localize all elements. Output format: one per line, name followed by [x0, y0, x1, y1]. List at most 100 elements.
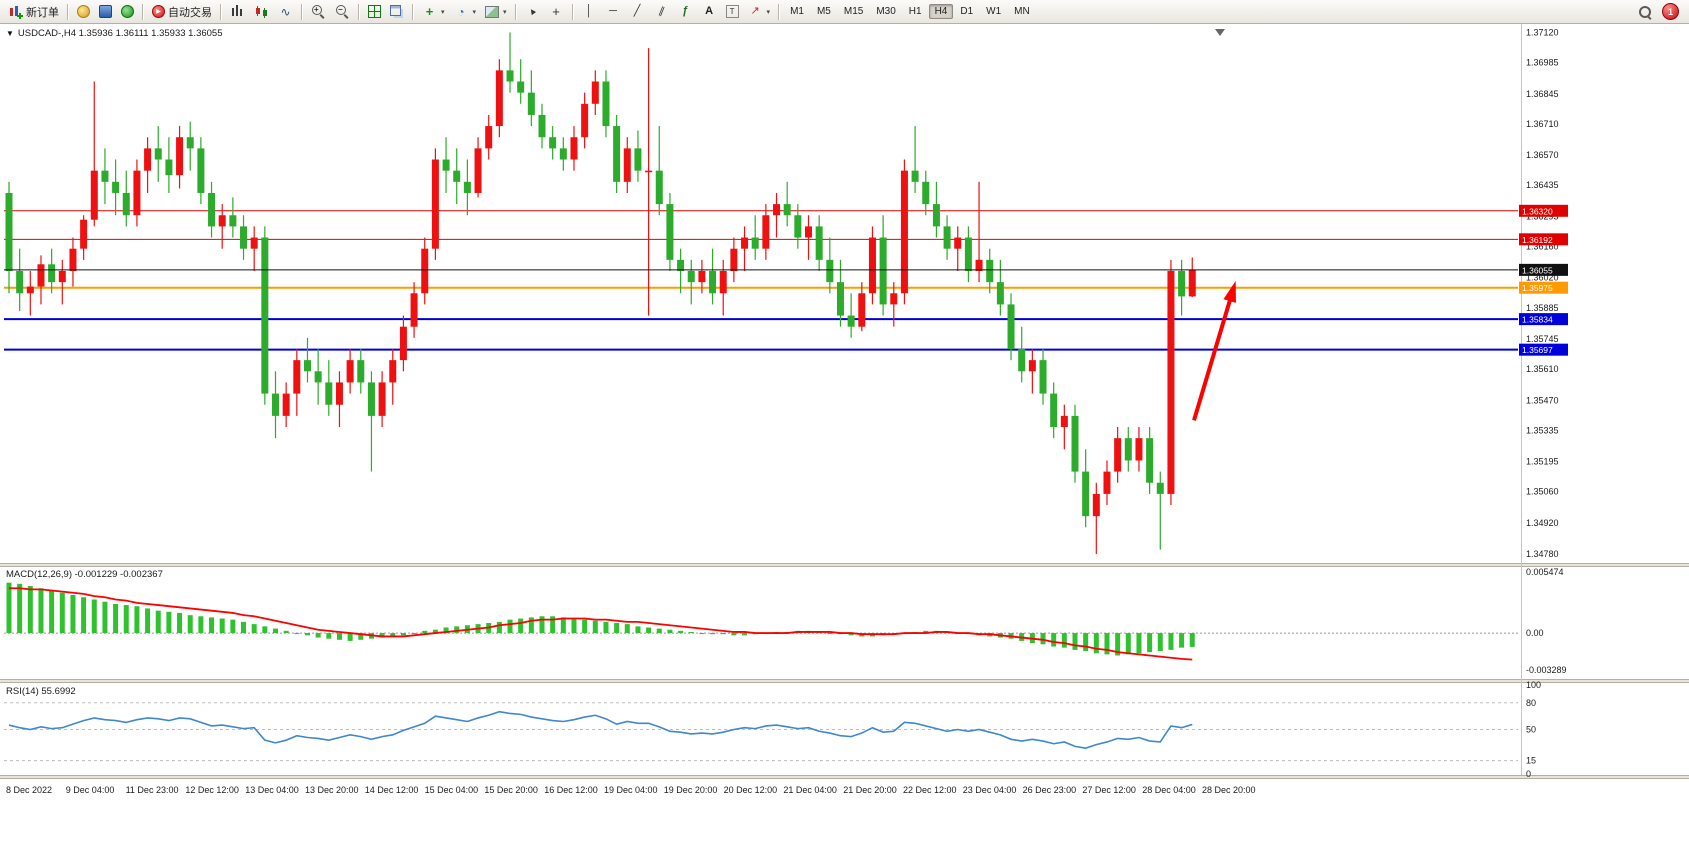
cascade-windows-button[interactable] — [386, 1, 408, 23]
timeframe-m15-button[interactable]: M15 — [843, 6, 864, 17]
chart-candles-icon — [254, 4, 269, 19]
svg-text:1.35610: 1.35610 — [1526, 364, 1559, 374]
panel-separator[interactable] — [0, 679, 1689, 683]
chart-shift-marker[interactable] — [1215, 29, 1225, 36]
toolbar-right: 1 — [1634, 1, 1685, 23]
market-watch-button[interactable] — [73, 1, 94, 23]
horizontal-line-button[interactable]: ─ — [602, 1, 625, 23]
svg-text:21 Dec 04:00: 21 Dec 04:00 — [783, 785, 837, 795]
panel-separator[interactable] — [0, 563, 1689, 567]
svg-text:1.36570: 1.36570 — [1526, 150, 1559, 160]
timeframe-mn-button[interactable]: MN — [1014, 6, 1030, 17]
toolbar-separator — [571, 3, 574, 20]
timeframe-w1-button[interactable]: W1 — [986, 6, 1002, 17]
pivot-line-orange-price-tag[interactable]: 1.35975 — [1519, 281, 1568, 294]
add-indicator-dropdown-arrow[interactable]: ▾ — [441, 8, 445, 16]
timeframe-m30-button[interactable]: M30 — [876, 6, 896, 17]
autotrade-icon: ▶ — [152, 5, 165, 18]
support-line-lower-price-tag[interactable]: 1.35697 — [1519, 343, 1568, 356]
svg-text:1.36055: 1.36055 — [1522, 265, 1553, 275]
timeframe-d1-button[interactable]: D1 — [960, 6, 974, 17]
text-button[interactable]: A — [698, 1, 721, 23]
svg-text:12 Dec 12:00: 12 Dec 12:00 — [185, 785, 239, 795]
tile-windows-button[interactable] — [364, 1, 385, 23]
svg-text:1.35697: 1.35697 — [1522, 345, 1553, 355]
period-selector-dropdown-arrow[interactable]: ▾ — [472, 8, 477, 16]
svg-text:1.35195: 1.35195 — [1526, 457, 1559, 467]
svg-text:100: 100 — [1526, 680, 1541, 690]
text-label-button[interactable]: T — [722, 1, 743, 23]
add-indicator-button[interactable]: + ▾ — [418, 1, 449, 23]
autotrade-button[interactable]: ▶ 自动交易 — [148, 1, 216, 23]
svg-text:80: 80 — [1526, 698, 1536, 708]
notification-badge[interactable]: 1 — [1662, 3, 1679, 20]
zoom-out-icon: − — [335, 4, 350, 19]
template-selector-dropdown-arrow[interactable]: ▾ — [503, 8, 507, 16]
svg-text:23 Dec 04:00: 23 Dec 04:00 — [963, 785, 1017, 795]
chart-canvas[interactable]: 1.37120 1.36985 1.36845 1.36710 1.36570 1.364… — [0, 24, 1689, 862]
chart-background — [0, 24, 1689, 862]
svg-text:13 Dec 20:00: 13 Dec 20:00 — [305, 785, 359, 795]
rsi-axis[interactable]: 100 80 50 15 0 — [1526, 680, 1541, 779]
vertical-line-icon: │ — [585, 5, 593, 17]
crosshair-button[interactable]: + — [545, 1, 568, 23]
time-axis[interactable]: 8 Dec 2022 9 Dec 04:00 11 Dec 23:00 12 Dec … — [6, 785, 1256, 795]
new-order-label: 新订单 — [26, 6, 59, 19]
svg-text:21 Dec 20:00: 21 Dec 20:00 — [843, 785, 897, 795]
svg-text:1.36192: 1.36192 — [1522, 235, 1553, 245]
price-axis[interactable]: 1.37120 1.36985 1.36845 1.36710 1.36570 1.364… — [1526, 27, 1559, 559]
svg-text:1.35885: 1.35885 — [1526, 303, 1559, 313]
toolbar-separator — [514, 3, 517, 20]
svg-text:1.36845: 1.36845 — [1526, 89, 1559, 99]
template-selector-button[interactable]: ▾ — [481, 1, 511, 23]
svg-text:1.36160: 1.36160 — [1526, 241, 1559, 251]
macd-axis[interactable]: 0.005474 0.00 -0.003289 — [1526, 567, 1567, 675]
zoom-out-button[interactable]: − — [331, 1, 354, 23]
svg-text:28 Dec 20:00: 28 Dec 20:00 — [1202, 785, 1256, 795]
current-price-tag[interactable]: 1.36055 — [1519, 263, 1568, 276]
chart-line-button[interactable]: ∿ — [274, 1, 297, 23]
svg-text:0.00: 0.00 — [1526, 628, 1544, 638]
timeframe-h1-button[interactable]: H1 — [908, 6, 922, 17]
toolbar-separator — [778, 3, 781, 20]
toolbar-separator — [358, 3, 360, 20]
fibonacci-button[interactable]: ƒ — [674, 1, 697, 23]
channel-icon: ∥ — [656, 5, 666, 18]
add-indicator-icon: + — [425, 4, 434, 19]
navigator-button[interactable] — [95, 1, 116, 23]
svg-text:26 Dec 23:00: 26 Dec 23:00 — [1023, 785, 1077, 795]
panel-separator[interactable] — [0, 775, 1689, 779]
navigator-icon — [99, 5, 112, 18]
chart-candles-button[interactable] — [250, 1, 273, 23]
channel-button[interactable]: ∥ — [650, 1, 673, 23]
timeframe-m1-button[interactable]: M1 — [790, 6, 804, 17]
svg-text:27 Dec 12:00: 27 Dec 12:00 — [1082, 785, 1136, 795]
signals-button[interactable] — [117, 1, 138, 23]
period-selector-button[interactable]: ◔ ▾ — [450, 1, 481, 23]
timeframe-m5-button[interactable]: M5 — [816, 6, 831, 17]
svg-text:22 Dec 12:00: 22 Dec 12:00 — [903, 785, 957, 795]
svg-text:16 Dec 12:00: 16 Dec 12:00 — [544, 785, 598, 795]
timeframe-h4-button[interactable]: H4 — [928, 4, 954, 19]
shapes-button[interactable]: ↗ ▾ — [744, 1, 775, 23]
toolbar-separator — [412, 3, 414, 20]
resistance-line-lower-price-tag[interactable]: 1.36192 — [1519, 233, 1568, 246]
cursor-button[interactable]: ▲ — [521, 1, 544, 23]
svg-text:8 Dec 2022: 8 Dec 2022 — [6, 785, 52, 795]
trendline-button[interactable]: ╱ — [626, 1, 649, 23]
hlines-layer[interactable] — [4, 210, 1518, 351]
search-button[interactable] — [1634, 1, 1656, 23]
resistance-line-upper-price-tag[interactable]: 1.36320 — [1519, 204, 1568, 217]
vertical-line-button[interactable]: │ — [578, 1, 601, 23]
zoom-in-button[interactable]: + — [307, 1, 330, 23]
one-click-trading-toggle[interactable]: ▼ — [6, 29, 14, 38]
toolbar-separator — [142, 3, 144, 20]
new-order-button[interactable]: 新订单 — [4, 1, 63, 23]
toolbar-separator — [67, 3, 69, 20]
support-line-upper-price-tag[interactable]: 1.35834 — [1519, 313, 1568, 326]
shapes-dropdown-arrow[interactable]: ▾ — [766, 8, 771, 16]
macd-signal-line — [9, 587, 1193, 661]
chart-bars-button[interactable] — [226, 1, 249, 23]
arrow-annotation[interactable] — [1192, 280, 1236, 421]
text-icon: A — [705, 5, 714, 17]
